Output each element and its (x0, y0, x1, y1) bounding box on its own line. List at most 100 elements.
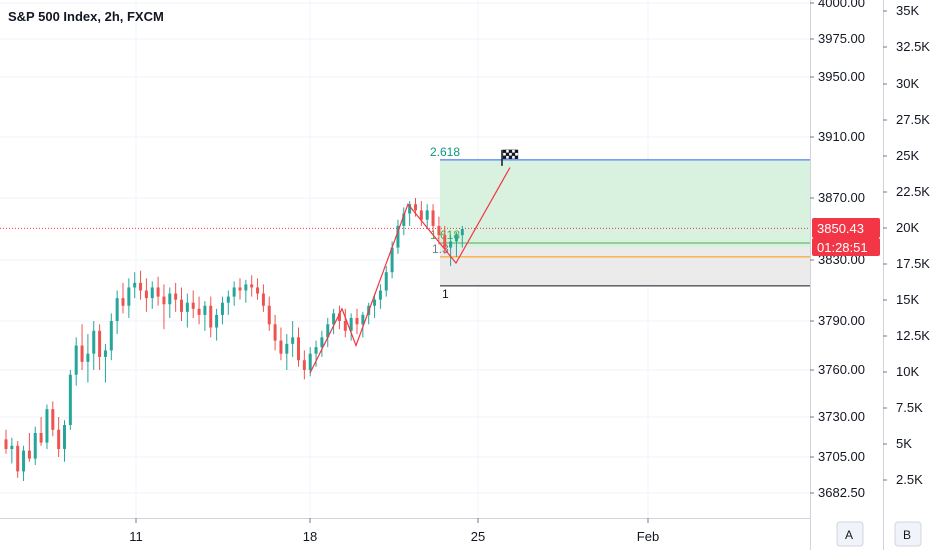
price-tick-label: 3910.00 (818, 129, 865, 144)
flag-square (502, 152, 507, 157)
candle (51, 401, 55, 437)
flag-square (511, 149, 516, 154)
candle (378, 284, 382, 309)
flag-square (514, 149, 519, 154)
candle-body (4, 439, 8, 449)
price-axis[interactable]: 4000.003975.003950.003910.003870.003830.… (810, 0, 865, 500)
candle (133, 272, 137, 299)
fib-level-label: 1 (442, 287, 449, 301)
candle-body (86, 353, 90, 362)
candle (349, 313, 353, 341)
candle-body (314, 347, 318, 354)
candle (150, 281, 154, 309)
candle (279, 327, 283, 361)
candle-body (396, 225, 400, 248)
candle-body (185, 302, 189, 312)
flag-square (505, 152, 510, 157)
volume-tick-label: 25K (896, 148, 919, 163)
candle-body (191, 302, 195, 309)
candle (238, 278, 242, 300)
candle (185, 293, 189, 328)
candle (244, 279, 248, 303)
candle (27, 433, 31, 462)
volume-scale-button[interactable]: B (894, 521, 922, 547)
candle-body (419, 210, 423, 220)
candle-body (320, 337, 324, 348)
candle (80, 324, 84, 370)
candle-body (355, 317, 359, 325)
volume-scale-label: B (903, 528, 911, 542)
candle (273, 314, 277, 351)
price-tick-label: 3682.50 (818, 485, 865, 500)
candle (156, 276, 160, 306)
chart-title: S&P 500 Index, 2h, FXCM (8, 9, 164, 24)
last-price-badge: 3850.43 01:28:51 (812, 218, 880, 256)
candle-body (127, 287, 131, 306)
candle (98, 324, 102, 370)
target-zone (440, 159, 810, 248)
candle (220, 296, 224, 325)
candle-body (349, 317, 353, 331)
volume-tick-label: 5K (896, 436, 912, 451)
candle (144, 278, 148, 312)
candle-body (261, 293, 265, 306)
candle-body (103, 350, 107, 357)
candle (250, 275, 254, 297)
candle-body (33, 433, 37, 459)
candle (209, 296, 213, 338)
volume-axis[interactable]: 35K 32.5K 30K 27.5K 25K 22.5K 20K 17.5K 15K 12.5K… (883, 3, 930, 487)
volume-tick-label: 27.5K (896, 112, 930, 127)
last-price-value: 3850.43 (817, 221, 864, 236)
candle (373, 293, 377, 318)
candle (74, 337, 78, 386)
candle (197, 296, 201, 325)
price-tick-label: 3730.00 (818, 409, 865, 424)
flag-square (511, 152, 516, 157)
candle (355, 308, 359, 335)
candle (402, 207, 406, 236)
candle-body (80, 345, 84, 362)
auto-scale-button[interactable]: A (836, 521, 864, 547)
target-flag-icon[interactable] (501, 149, 519, 166)
candle-body (443, 235, 447, 248)
candle-body (144, 290, 148, 299)
candle-body (109, 321, 113, 351)
candle-body (168, 293, 172, 305)
price-tick-label: 3870.00 (818, 190, 865, 205)
candle (174, 282, 178, 312)
candle-body (256, 287, 260, 294)
candle-body (238, 287, 242, 291)
candle-body (244, 284, 248, 291)
candle (127, 278, 131, 318)
flag-square (502, 149, 507, 154)
candle (431, 204, 435, 233)
candle-body (74, 345, 78, 375)
candle (121, 282, 125, 314)
candle-body (373, 299, 377, 306)
price-tick-label: 3950.00 (818, 69, 865, 84)
candle (320, 330, 324, 357)
volume-tick-label: 12.5K (896, 328, 930, 343)
candle-body (68, 374, 72, 425)
candle (203, 301, 207, 331)
flag-square (505, 149, 510, 154)
candle-body (209, 305, 213, 328)
candle-body (337, 313, 341, 321)
flag-square (502, 155, 507, 160)
candle (33, 426, 37, 465)
candle (384, 266, 388, 297)
candle (396, 219, 400, 254)
candle (425, 204, 429, 229)
candle-body (226, 296, 230, 303)
candle (343, 308, 347, 338)
volume-tick-label: 17.5K (896, 256, 930, 271)
candle-body (63, 425, 66, 449)
price-tick-label: 4000.00 (818, 0, 865, 10)
candle (437, 216, 441, 245)
price-tick-label: 3705.00 (818, 449, 865, 464)
candle-body (378, 290, 382, 300)
candle-body (156, 287, 160, 297)
time-axis[interactable]: 11 18 25 Feb (129, 518, 659, 544)
candle-body (215, 314, 219, 328)
